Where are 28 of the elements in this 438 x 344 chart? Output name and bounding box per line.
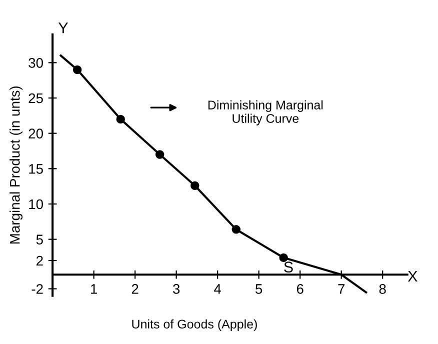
point: [232, 225, 241, 234]
y-tick-label: -2: [32, 284, 43, 294]
text: X: [408, 270, 418, 282]
x-tick-label: 4: [214, 284, 222, 294]
y-tick-label: 20: [28, 128, 43, 138]
y-tick-label: 2: [36, 256, 43, 266]
text: Y: [58, 22, 68, 34]
y-tick-label: 10: [29, 199, 43, 210]
x-tick-label: 3: [172, 284, 180, 294]
annotation: S: [284, 262, 293, 272]
y-tick-label: 5: [36, 234, 43, 244]
x-tick-label: 8: [379, 284, 386, 294]
y-axis-title: Marginal Product (in unts): [10, 86, 23, 244]
annotation: Diminishing Marginal Utility Curve: [208, 100, 323, 126]
y-tick-label: 30: [28, 58, 43, 68]
y-tick-label: 25: [28, 93, 43, 104]
point: [279, 253, 288, 262]
x-tick-label: 6: [296, 284, 304, 294]
point: [116, 114, 125, 124]
x-tick-label: 5: [256, 284, 262, 294]
x-tick-label: 1: [91, 284, 97, 294]
x-axis-title: Units of Goods (Apple): [132, 319, 257, 332]
point: [190, 181, 200, 190]
y-tick-label: 15: [29, 164, 43, 174]
x-tick-label: 7: [338, 284, 344, 294]
point: [72, 65, 82, 74]
x-tick-label: 2: [132, 284, 138, 294]
point: [155, 150, 164, 159]
